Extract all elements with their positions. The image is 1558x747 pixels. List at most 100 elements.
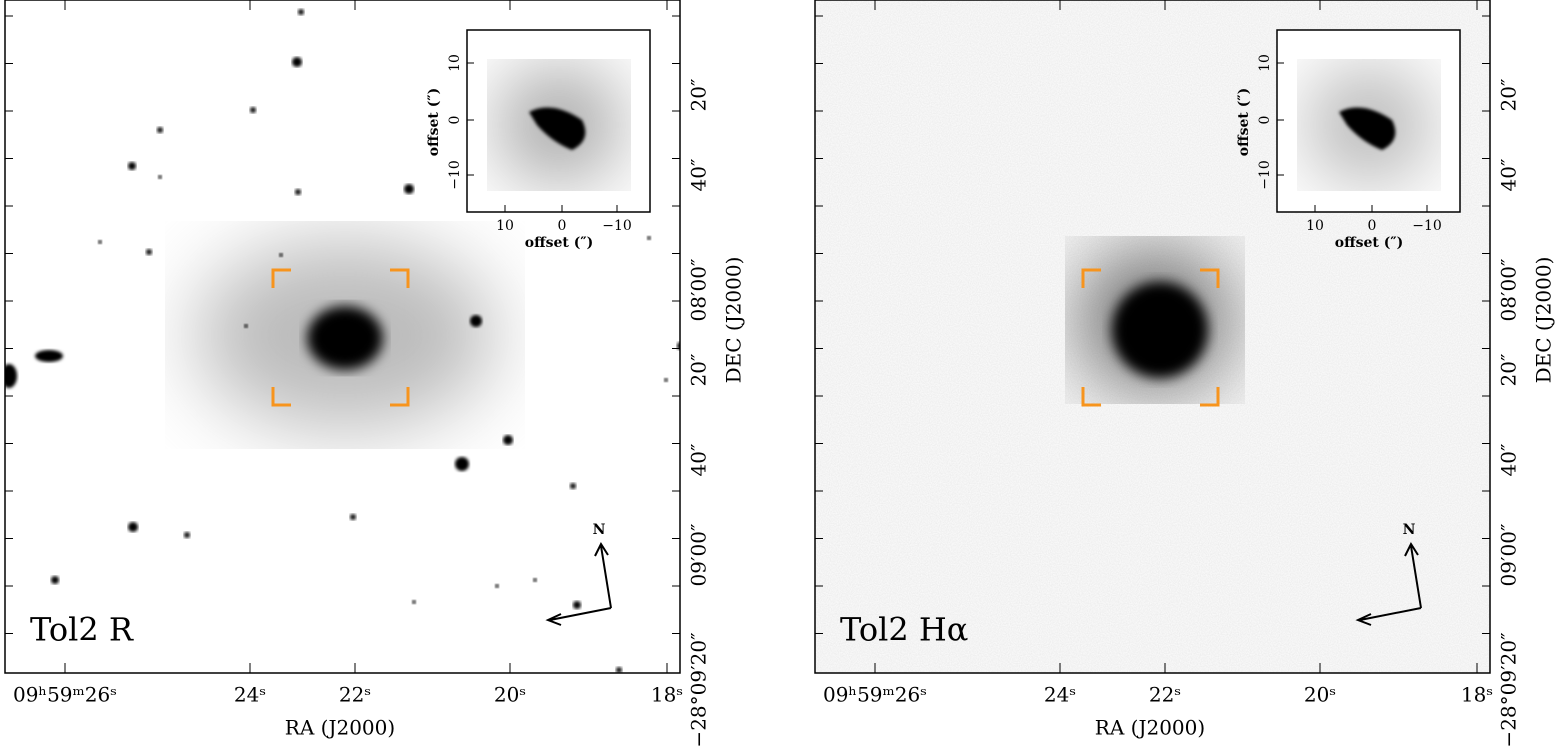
frame [814, 0, 1491, 674]
inset-y-label: offset (″) [1236, 88, 1252, 156]
inset-y-tick-label: 10 [447, 54, 463, 72]
bracket [1081, 387, 1101, 407]
ra-tick-label: 20ˢ [1304, 683, 1336, 707]
dec-tick-label: 20″ [1497, 79, 1521, 112]
inset-x-tick-label: 0 [558, 218, 567, 234]
star [128, 162, 136, 170]
star [184, 532, 190, 538]
inset-frame [1276, 29, 1461, 213]
star [616, 667, 622, 673]
dec-tick-label: 09′00″ [1497, 524, 1521, 587]
galaxy-core [307, 306, 383, 370]
inset: 10 0 −10 10 0 −10 offset (″) offset (″) [426, 29, 651, 251]
inset-x-label: offset (″) [1335, 235, 1403, 251]
compass [545, 541, 612, 626]
star [350, 514, 356, 520]
ra-tick-label: 22ˢ [339, 683, 371, 707]
inset-frame [466, 29, 651, 213]
frame [4, 0, 681, 674]
inset-x-tick-label: 0 [1368, 218, 1377, 234]
panel-label: Tol2 R [30, 611, 134, 649]
bright-source [35, 350, 63, 362]
dec-tick-label: −28°09′20″ [687, 632, 711, 747]
panel-label: Tol2 Hα [840, 611, 968, 649]
star [157, 127, 163, 133]
inset-x-tick-label: −10 [602, 218, 632, 234]
star [455, 457, 469, 471]
bracket [1200, 268, 1220, 288]
inset-image [1277, 30, 1460, 212]
bright-source [5, 364, 17, 388]
star [470, 315, 482, 327]
bracket [390, 268, 410, 288]
ra-tick-label: 18ˢ [651, 683, 683, 707]
bracket [271, 268, 291, 288]
star [503, 435, 513, 445]
bracket [390, 387, 410, 407]
star [647, 236, 651, 240]
star [98, 240, 102, 244]
inset-image [467, 30, 650, 212]
inset-y-tick-label: 0 [447, 116, 463, 125]
galaxy-core [1112, 282, 1208, 378]
bracket [1081, 268, 1101, 288]
star [412, 600, 416, 604]
ra-axis-label: RA (J2000) [1095, 716, 1205, 740]
star [51, 576, 59, 584]
ra-tick-label: 22ˢ [1149, 683, 1181, 707]
star [250, 107, 256, 113]
compass-label: N [1403, 522, 1416, 538]
star [664, 378, 668, 382]
ra-tick-label: 24ˢ [1044, 683, 1076, 707]
compass-label: N [593, 522, 606, 538]
star [279, 253, 283, 257]
dec-tick-label: 08′00″ [687, 259, 711, 322]
bracket [1200, 387, 1220, 407]
panel: 09ʰ59ᵐ26ˢ 24ˢ 22ˢ 20ˢ 18ˢ RA (J2000) 20″ 40″ 08′… [814, 0, 1556, 747]
star [573, 601, 581, 609]
compass [1355, 541, 1422, 626]
star [533, 578, 537, 582]
star [404, 184, 414, 194]
ra-tick-label: 09ʰ59ᵐ26ˢ [13, 683, 117, 707]
dec-tick-label: 40″ [687, 159, 711, 192]
dec-tick-label: 40″ [687, 444, 711, 477]
dec-axis-label: DEC (J2000) [722, 257, 746, 384]
star [128, 522, 138, 532]
bracket [271, 387, 291, 407]
inset-x-tick-label: −10 [1412, 218, 1442, 234]
star [298, 9, 304, 15]
dec-tick-label: 40″ [1497, 444, 1521, 477]
dec-tick-label: 08′00″ [1497, 259, 1521, 322]
dec-tick-label: 20″ [687, 354, 711, 387]
dec-tick-label: 20″ [1497, 354, 1521, 387]
inset-y-tick-label: 10 [1257, 54, 1273, 72]
star [495, 584, 499, 588]
dec-axis-label: DEC (J2000) [1532, 257, 1556, 384]
star [570, 483, 576, 489]
ra-tick-label: 18ˢ [1461, 683, 1493, 707]
inset-y-tick-label: −10 [1257, 160, 1273, 190]
star [292, 57, 302, 67]
inset-x-tick-label: 10 [1306, 218, 1324, 234]
ra-axis-label: RA (J2000) [285, 716, 395, 740]
dec-tick-label: 20″ [687, 79, 711, 112]
ra-tick-label: 09ʰ59ᵐ26ˢ [823, 683, 927, 707]
inset: 10 0 −10 10 0 −10 offset (″) offset (″) [1236, 29, 1461, 251]
star [146, 249, 152, 255]
ra-tick-label: 20ˢ [494, 683, 526, 707]
inset-x-label: offset (″) [525, 235, 593, 251]
dec-tick-label: 09′00″ [687, 524, 711, 587]
star [295, 189, 301, 195]
inset-y-tick-label: −10 [447, 160, 463, 190]
ra-tick-label: 24ˢ [234, 683, 266, 707]
inset-core [529, 107, 586, 150]
inset-y-tick-label: 0 [1257, 116, 1273, 125]
inset-x-tick-label: 10 [496, 218, 514, 234]
dec-tick-label: −28°09′20″ [1497, 632, 1521, 747]
dec-tick-label: 40″ [1497, 159, 1521, 192]
star [244, 324, 248, 328]
inset-core [1339, 107, 1396, 150]
panel: 09ʰ59ᵐ26ˢ 24ˢ 22ˢ 20ˢ 18ˢ RA (J2000) 20″ 40″ 08′… [4, 0, 746, 747]
